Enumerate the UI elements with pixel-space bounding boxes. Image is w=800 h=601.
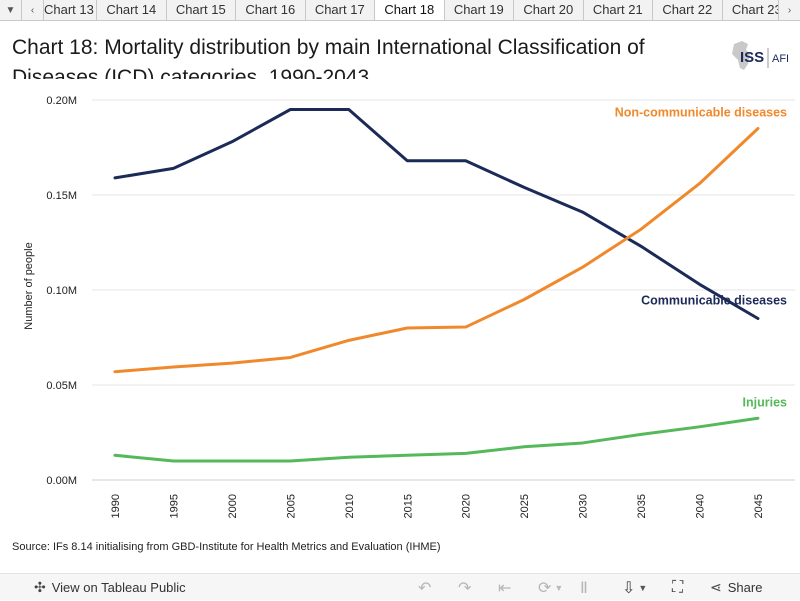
share-label: Share: [727, 580, 763, 595]
x-tick-label: 2005: [285, 494, 297, 518]
sheet-tab-bar: ▼ ‹ Chart 13 Chart 14 Chart 15 Chart 16 Char…: [0, 0, 800, 21]
view-on-tableau-label: View on Tableau Public: [51, 580, 186, 595]
download-icon: ⇩: [622, 579, 636, 597]
series-lines: [113, 108, 760, 463]
x-tick-label: 2020: [461, 494, 473, 518]
line-chart: 0.00M 0.05M 0.10M 0.15M 0.20M 1990 1995 2000 20…: [23, 95, 795, 518]
iss-africa-logo: ISS AFI: [732, 41, 789, 70]
refresh-icon[interactable]: ⟳ ▼: [538, 579, 564, 597]
series-labels: Communicable diseases Non-communicable di…: [615, 106, 787, 410]
y-axis: 0.00M 0.05M 0.10M 0.15M 0.20M: [46, 95, 77, 487]
y-tick-label: 0.05M: [46, 380, 77, 392]
tableau-icon: ✣: [34, 579, 46, 595]
pause-icon[interactable]: Ⅱ: [580, 579, 588, 597]
x-tick-label: 2035: [636, 494, 648, 518]
y-tick-label: 0.00M: [46, 475, 77, 487]
tab-chart-17[interactable]: Chart 17: [305, 0, 375, 20]
x-tick-label: 1990: [110, 494, 122, 518]
revert-icon[interactable]: ⇤: [498, 579, 512, 597]
x-tick-label: 2015: [402, 494, 414, 518]
logo-text: ISS: [740, 49, 764, 66]
share-button[interactable]: ⋖ Share: [710, 574, 762, 601]
x-tick-label: 2045: [753, 494, 765, 518]
x-tick-label: 2025: [519, 494, 531, 518]
gridlines: [92, 99, 795, 481]
y-tick-label: 0.15M: [46, 190, 77, 202]
share-icon: ⋖: [710, 579, 722, 595]
tab-chart-21[interactable]: Chart 21: [583, 0, 653, 20]
y-tick-label: 0.20M: [46, 95, 77, 107]
tableau-toolbar: ✣ View on Tableau Public ↶ ↷ ⇤ ⟳ ▼ Ⅱ ⇩ ▼ ⛶…: [0, 573, 800, 600]
view-on-tableau-button[interactable]: ✣ View on Tableau Public: [34, 574, 186, 601]
tab-chart-23[interactable]: Chart 23: [722, 0, 792, 20]
series-line-injuries[interactable]: [113, 416, 760, 463]
series-label: Communicable diseases: [641, 294, 787, 308]
x-tick-label: 2010: [344, 494, 356, 518]
x-tick-label: 2030: [578, 494, 590, 518]
y-axis-label: Number of people: [23, 242, 35, 329]
tab-chart-15[interactable]: Chart 15: [166, 0, 236, 20]
tab-chart-14[interactable]: Chart 14: [97, 0, 167, 20]
x-axis: 1990 1995 2000 2005 2010 2015 2020 2025 2030 2035…: [110, 494, 765, 518]
series-line-non-communicable-diseases[interactable]: [113, 127, 760, 374]
tab-list: Chart 13 Chart 14 Chart 15 Chart 16 Chart 17…: [44, 0, 800, 20]
undo-icon[interactable]: ↶: [418, 579, 432, 597]
tab-chart-20[interactable]: Chart 20: [514, 0, 584, 20]
tab-chart-13[interactable]: Chart 13: [44, 0, 97, 20]
download-button[interactable]: ⇩ ▼: [622, 579, 648, 597]
y-tick-label: 0.10M: [46, 285, 77, 297]
chevron-right-icon[interactable]: ›: [778, 0, 800, 20]
x-tick-label: 2040: [695, 494, 707, 518]
chart-title: Chart 18: Mortality distribution by main…: [12, 36, 645, 79]
x-tick-label: 1995: [168, 494, 180, 518]
series-label: Injuries: [743, 395, 788, 409]
tab-chart-18[interactable]: Chart 18: [375, 0, 445, 20]
logo-suffix: AFI: [772, 53, 789, 65]
series-label: Non-communicable diseases: [615, 106, 787, 120]
series-line-communicable-diseases[interactable]: [113, 108, 760, 320]
tab-chart-16[interactable]: Chart 16: [236, 0, 306, 20]
africa-map-icon: [732, 41, 750, 70]
x-tick-label: 2000: [227, 494, 239, 518]
source-note: Source: IFs 8.14 initialising from GBD-I…: [12, 541, 441, 553]
fullscreen-icon[interactable]: ⛶: [672, 578, 684, 596]
redo-icon[interactable]: ↷: [458, 579, 472, 597]
tab-chart-19[interactable]: Chart 19: [444, 0, 514, 20]
chevron-left-icon[interactable]: ‹: [22, 0, 44, 20]
caret-down-icon[interactable]: ▼: [0, 0, 22, 20]
tab-chart-22[interactable]: Chart 22: [653, 0, 723, 20]
